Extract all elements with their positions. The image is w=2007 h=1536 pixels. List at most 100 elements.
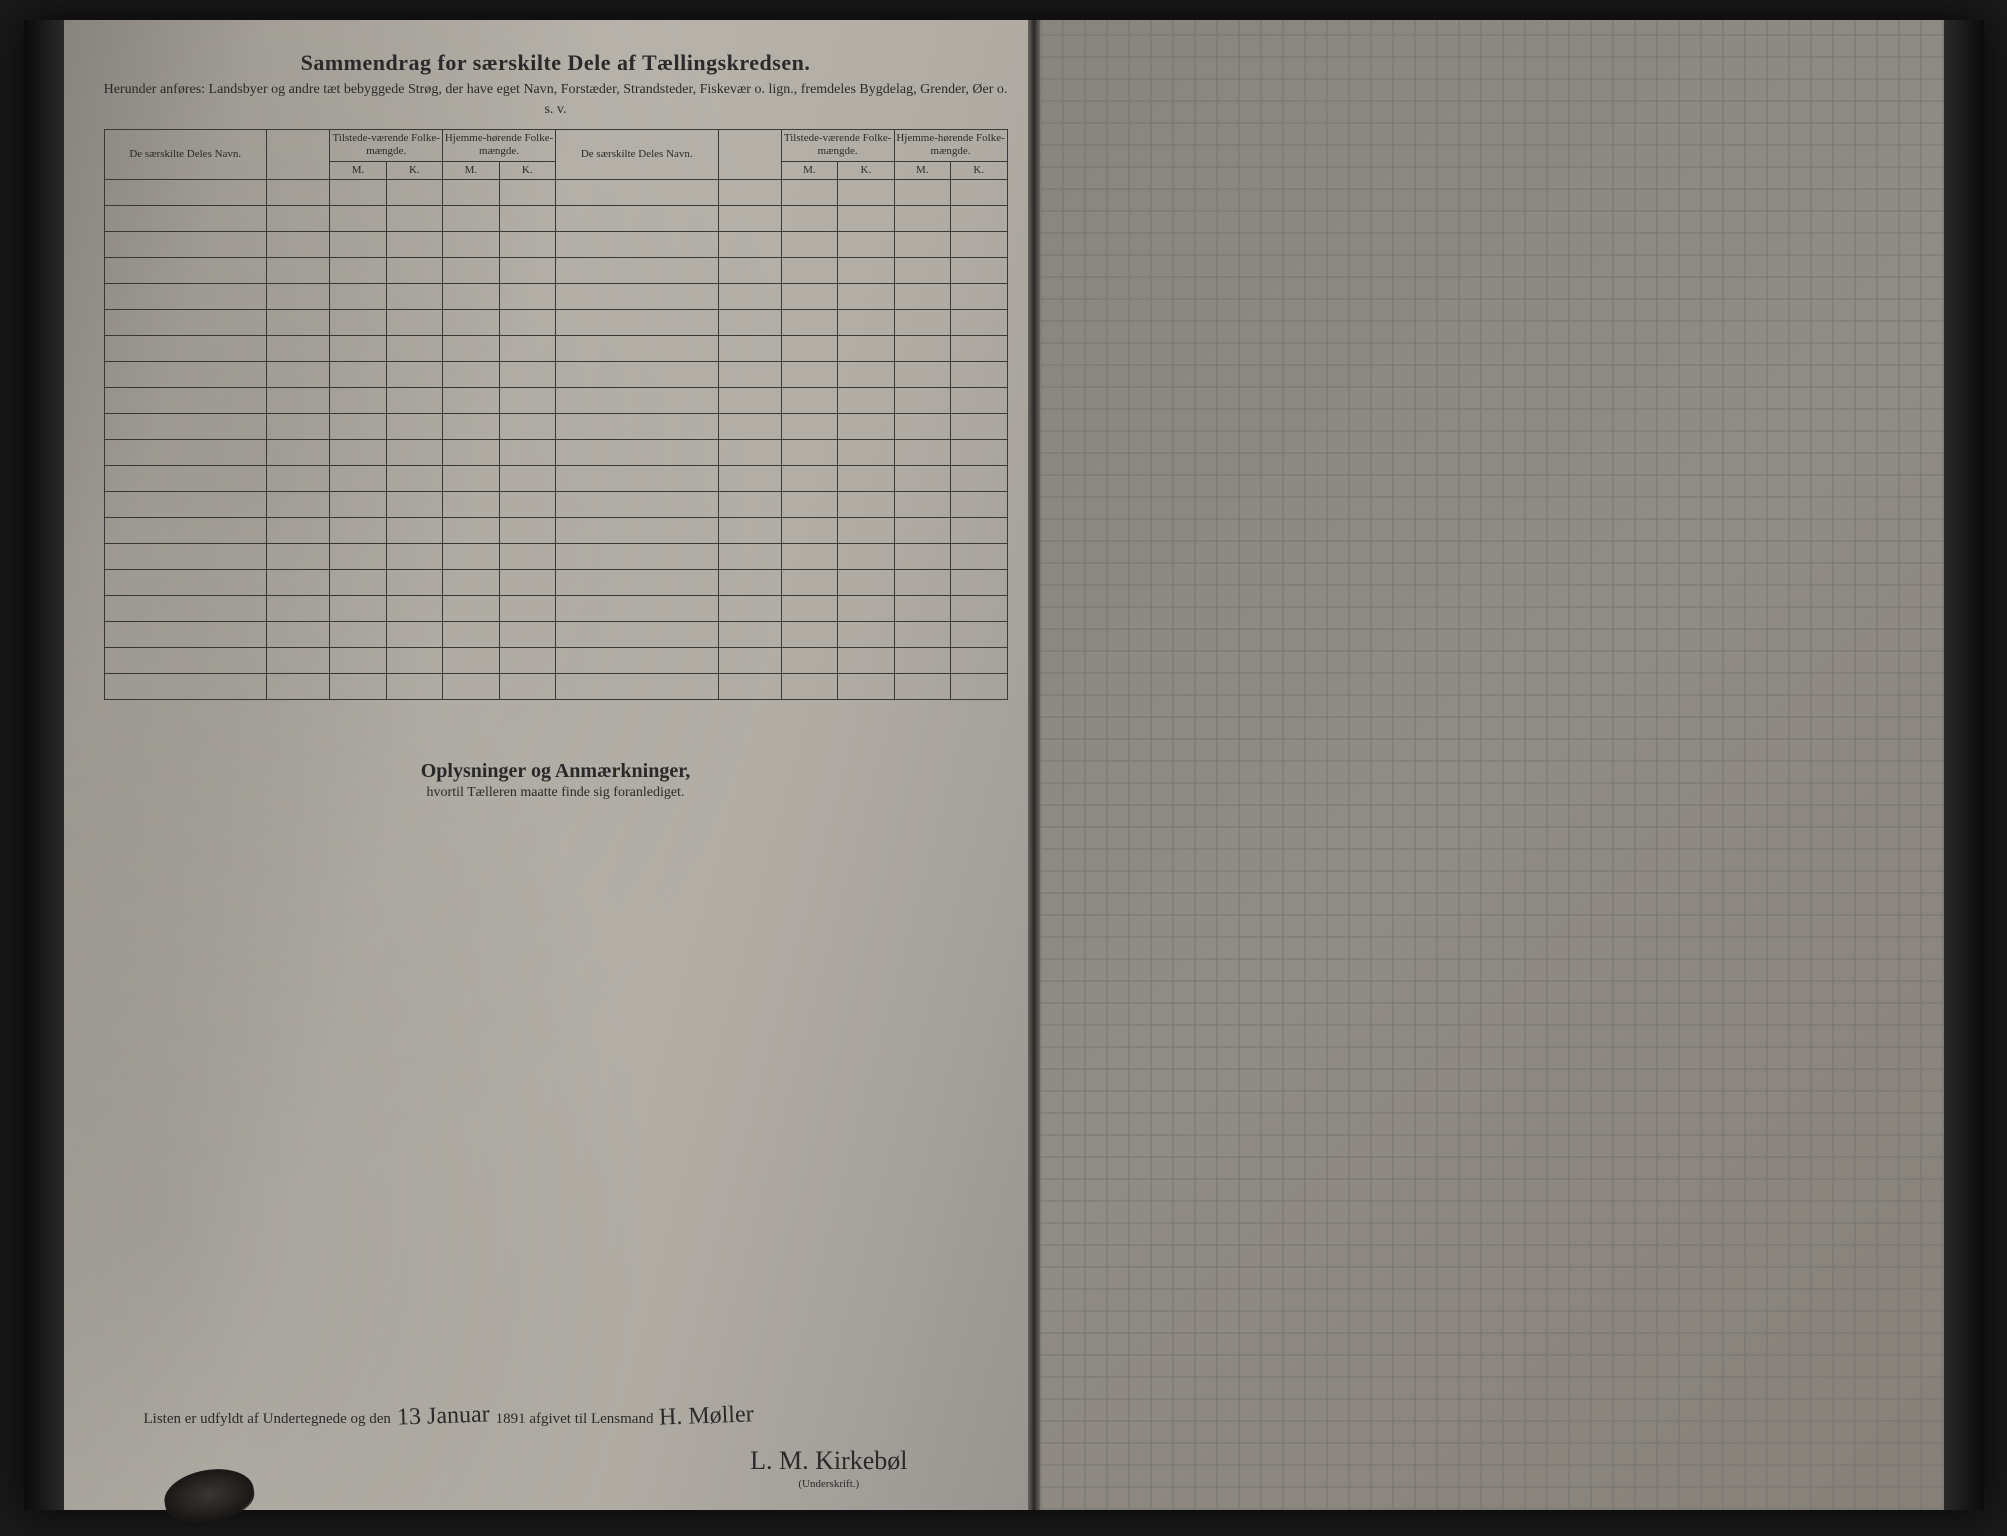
table-cell bbox=[386, 309, 442, 335]
table-cell bbox=[443, 413, 499, 439]
table-cell bbox=[718, 387, 781, 413]
table-cell bbox=[555, 335, 718, 361]
table-cell bbox=[499, 387, 555, 413]
table-cell bbox=[555, 283, 718, 309]
table-cell bbox=[267, 413, 330, 439]
table-cell bbox=[104, 309, 267, 335]
table-cell bbox=[718, 413, 781, 439]
col-huslisters-1 bbox=[267, 130, 330, 180]
table-cell bbox=[330, 231, 386, 257]
table-cell bbox=[781, 387, 837, 413]
table-cell bbox=[499, 257, 555, 283]
table-cell bbox=[781, 205, 837, 231]
table-cell bbox=[499, 205, 555, 231]
table-cell bbox=[894, 569, 950, 595]
table-cell bbox=[718, 673, 781, 699]
table-cell bbox=[443, 673, 499, 699]
table-cell bbox=[894, 387, 950, 413]
table-cell bbox=[951, 335, 1007, 361]
table-cell bbox=[386, 439, 442, 465]
table-row bbox=[104, 543, 1007, 569]
table-cell bbox=[330, 647, 386, 673]
table-cell bbox=[267, 231, 330, 257]
table-cell bbox=[781, 595, 837, 621]
table-cell bbox=[443, 335, 499, 361]
table-cell bbox=[894, 673, 950, 699]
right-page-cover bbox=[1040, 20, 1944, 1510]
sub-m: M. bbox=[330, 161, 386, 179]
table-cell bbox=[330, 543, 386, 569]
table-cell bbox=[838, 595, 894, 621]
table-cell bbox=[330, 387, 386, 413]
table-cell bbox=[443, 361, 499, 387]
table-cell bbox=[443, 205, 499, 231]
table-cell bbox=[443, 283, 499, 309]
table-cell bbox=[781, 179, 837, 205]
table-cell bbox=[894, 231, 950, 257]
table-cell bbox=[386, 673, 442, 699]
table-cell bbox=[781, 439, 837, 465]
table-cell bbox=[386, 647, 442, 673]
table-row bbox=[104, 569, 1007, 595]
table-cell bbox=[838, 465, 894, 491]
table-cell bbox=[781, 257, 837, 283]
table-cell bbox=[838, 283, 894, 309]
table-cell bbox=[267, 387, 330, 413]
table-cell bbox=[951, 595, 1007, 621]
table-cell bbox=[555, 569, 718, 595]
table-cell bbox=[443, 647, 499, 673]
table-cell bbox=[894, 595, 950, 621]
table-cell bbox=[330, 179, 386, 205]
table-cell bbox=[267, 465, 330, 491]
table-cell bbox=[499, 309, 555, 335]
table-cell bbox=[951, 673, 1007, 699]
footer-lensmand-handwritten: H. Møller bbox=[659, 1401, 755, 1431]
table-cell bbox=[499, 491, 555, 517]
sub-k: K. bbox=[951, 161, 1007, 179]
table-cell bbox=[838, 517, 894, 543]
table-cell bbox=[267, 335, 330, 361]
table-cell bbox=[838, 569, 894, 595]
sub-m: M. bbox=[443, 161, 499, 179]
table-cell bbox=[555, 257, 718, 283]
signature-label: (Underskrift.) bbox=[750, 1478, 907, 1490]
table-cell bbox=[781, 621, 837, 647]
table-cell bbox=[838, 543, 894, 569]
table-cell bbox=[443, 257, 499, 283]
table-cell bbox=[718, 309, 781, 335]
table-cell bbox=[330, 673, 386, 699]
table-cell bbox=[838, 673, 894, 699]
table-row bbox=[104, 595, 1007, 621]
table-cell bbox=[104, 231, 267, 257]
col-hjemme-1: Hjemme-hørende Folke-mængde. bbox=[443, 130, 556, 161]
table-cell bbox=[443, 231, 499, 257]
col-tilstede-2: Tilstede-værende Folke-mængde. bbox=[781, 130, 894, 161]
table-cell bbox=[555, 439, 718, 465]
book-gutter bbox=[1028, 20, 1040, 1510]
table-cell bbox=[267, 647, 330, 673]
table-cell bbox=[330, 517, 386, 543]
table-cell bbox=[781, 673, 837, 699]
table-row bbox=[104, 257, 1007, 283]
table-cell bbox=[499, 439, 555, 465]
table-row bbox=[104, 517, 1007, 543]
table-cell bbox=[951, 309, 1007, 335]
table-cell bbox=[838, 387, 894, 413]
table-cell bbox=[951, 439, 1007, 465]
table-cell bbox=[718, 439, 781, 465]
table-cell bbox=[781, 465, 837, 491]
table-cell bbox=[894, 257, 950, 283]
thumb-shadow bbox=[160, 1463, 257, 1528]
table-cell bbox=[443, 595, 499, 621]
table-cell bbox=[951, 283, 1007, 309]
table-cell bbox=[838, 439, 894, 465]
table-cell bbox=[781, 491, 837, 517]
table-cell bbox=[781, 283, 837, 309]
table-cell bbox=[781, 647, 837, 673]
table-head: De særskilte Deles Navn. Tilstede-værend… bbox=[104, 130, 1007, 180]
table-row bbox=[104, 335, 1007, 361]
table-cell bbox=[838, 335, 894, 361]
table-cell bbox=[718, 621, 781, 647]
footer-prefix: Listen er udfyldt af Undertegnede og den bbox=[144, 1411, 391, 1428]
table-row bbox=[104, 491, 1007, 517]
